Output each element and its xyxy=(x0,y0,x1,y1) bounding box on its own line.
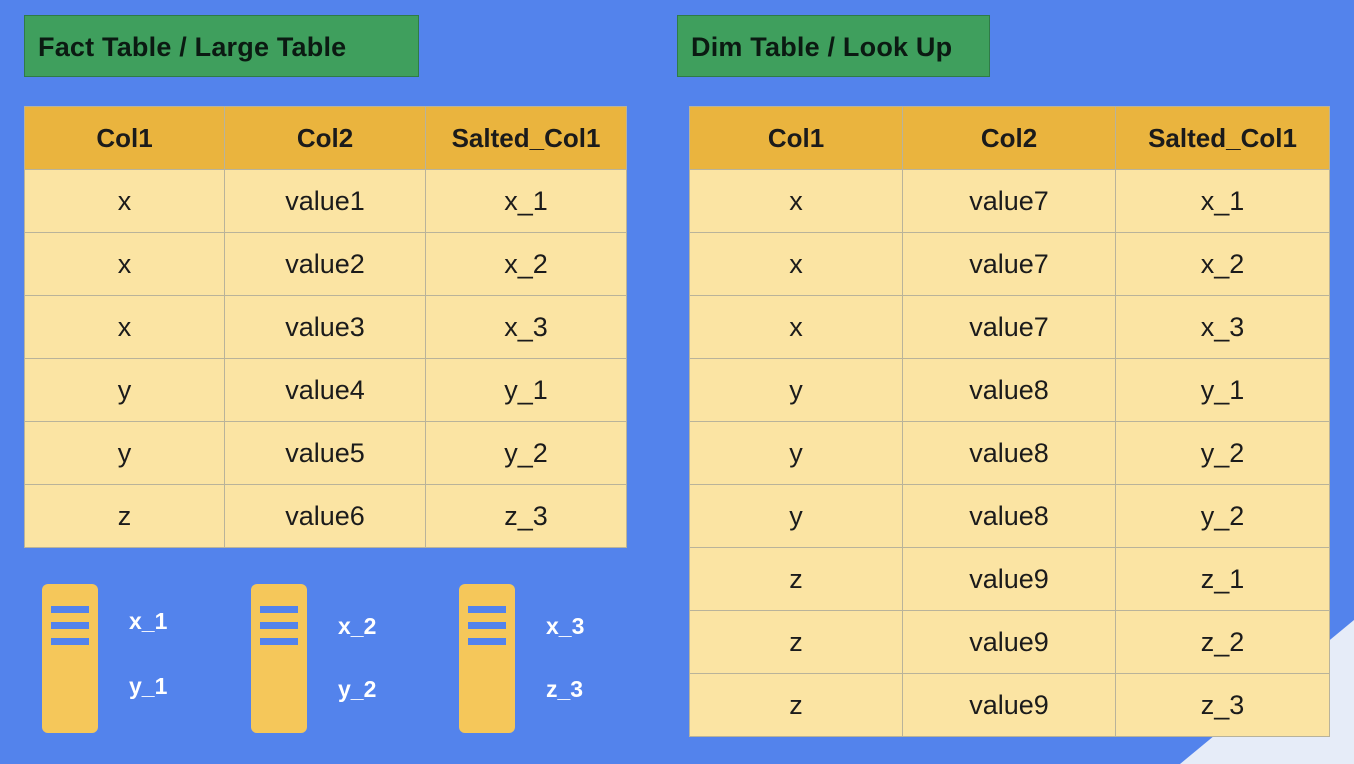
table-row: y value4 y_1 xyxy=(24,358,627,422)
table-row: z value9 z_3 xyxy=(689,673,1330,737)
table-cell: value6 xyxy=(224,484,426,548)
partition-2-server-icon xyxy=(251,584,307,733)
table-cell: value7 xyxy=(902,232,1116,296)
table-row: z value6 z_3 xyxy=(24,484,627,548)
table-cell: z_3 xyxy=(1115,673,1330,737)
table-cell: y xyxy=(24,358,225,422)
table-cell: z xyxy=(24,484,225,548)
table-cell: x xyxy=(24,295,225,359)
table-row: x value7 x_3 xyxy=(689,295,1330,359)
table-cell: z xyxy=(689,610,903,674)
partition-1-key-2: y_1 xyxy=(129,673,168,699)
table-cell: x xyxy=(689,169,903,233)
fact-table-title: Fact Table / Large Table xyxy=(24,15,419,77)
table-row: y value8 y_2 xyxy=(689,484,1330,548)
table-cell: x_3 xyxy=(425,295,627,359)
table-row: x value2 x_2 xyxy=(24,232,627,296)
table-cell: value8 xyxy=(902,421,1116,485)
table-cell: x_1 xyxy=(1115,169,1330,233)
table-cell: value2 xyxy=(224,232,426,296)
table-row: y value8 y_1 xyxy=(689,358,1330,422)
table-row: z value9 z_2 xyxy=(689,610,1330,674)
table-cell: value1 xyxy=(224,169,426,233)
partition-1-key-1: x_1 xyxy=(129,608,168,634)
partition-3-key-1: x_3 xyxy=(546,613,585,639)
table-cell: value3 xyxy=(224,295,426,359)
table-cell: x_2 xyxy=(425,232,627,296)
partition-1-server-icon xyxy=(42,584,98,733)
dim-table: Col1 Col2 Salted_Col1 x value7 x_1 x val… xyxy=(689,106,1330,737)
table-cell: x_2 xyxy=(1115,232,1330,296)
table-cell: value8 xyxy=(902,358,1116,422)
partition-3-server-icon xyxy=(459,584,515,733)
column-header: Col1 xyxy=(689,106,903,170)
table-cell: y xyxy=(689,358,903,422)
partition-3-key-2: z_3 xyxy=(546,676,584,702)
column-header: Salted_Col1 xyxy=(425,106,627,170)
table-cell: value9 xyxy=(902,547,1116,611)
column-header: Col2 xyxy=(902,106,1116,170)
column-header: Salted_Col1 xyxy=(1115,106,1330,170)
table-row: x value1 x_1 xyxy=(24,169,627,233)
table-cell: x xyxy=(689,295,903,359)
table-cell: value9 xyxy=(902,673,1116,737)
table-cell: value4 xyxy=(224,358,426,422)
table-row: y value8 y_2 xyxy=(689,421,1330,485)
table-cell: z xyxy=(689,547,903,611)
table-cell: x xyxy=(24,169,225,233)
table-row: x value3 x_3 xyxy=(24,295,627,359)
table-cell: x_3 xyxy=(1115,295,1330,359)
table-row: y value5 y_2 xyxy=(24,421,627,485)
table-cell: z xyxy=(689,673,903,737)
column-header: Col1 xyxy=(24,106,225,170)
column-header: Col2 xyxy=(224,106,426,170)
partition-2-key-1: x_2 xyxy=(338,613,377,639)
table-cell: z_3 xyxy=(425,484,627,548)
table-row: x value7 x_2 xyxy=(689,232,1330,296)
table-cell: z_2 xyxy=(1115,610,1330,674)
partition-2-key-2: y_2 xyxy=(338,676,377,702)
table-cell: value5 xyxy=(224,421,426,485)
table-cell: y_2 xyxy=(1115,421,1330,485)
table-cell: value7 xyxy=(902,169,1116,233)
table-cell: y xyxy=(24,421,225,485)
table-cell: z_1 xyxy=(1115,547,1330,611)
table-row: x value7 x_1 xyxy=(689,169,1330,233)
table-cell: value8 xyxy=(902,484,1116,548)
table-cell: x xyxy=(689,232,903,296)
table-row: z value9 z_1 xyxy=(689,547,1330,611)
table-cell: y xyxy=(689,484,903,548)
table-cell: x xyxy=(24,232,225,296)
table-cell: x_1 xyxy=(425,169,627,233)
table-cell: y_2 xyxy=(425,421,627,485)
dim-table-title: Dim Table / Look Up xyxy=(677,15,990,77)
table-cell: y xyxy=(689,421,903,485)
table-cell: y_1 xyxy=(425,358,627,422)
table-cell: y_1 xyxy=(1115,358,1330,422)
table-header-row: Col1 Col2 Salted_Col1 xyxy=(24,106,627,170)
fact-table: Col1 Col2 Salted_Col1 x value1 x_1 x val… xyxy=(24,106,627,548)
table-cell: value9 xyxy=(902,610,1116,674)
table-header-row: Col1 Col2 Salted_Col1 xyxy=(689,106,1330,170)
table-cell: y_2 xyxy=(1115,484,1330,548)
table-cell: value7 xyxy=(902,295,1116,359)
